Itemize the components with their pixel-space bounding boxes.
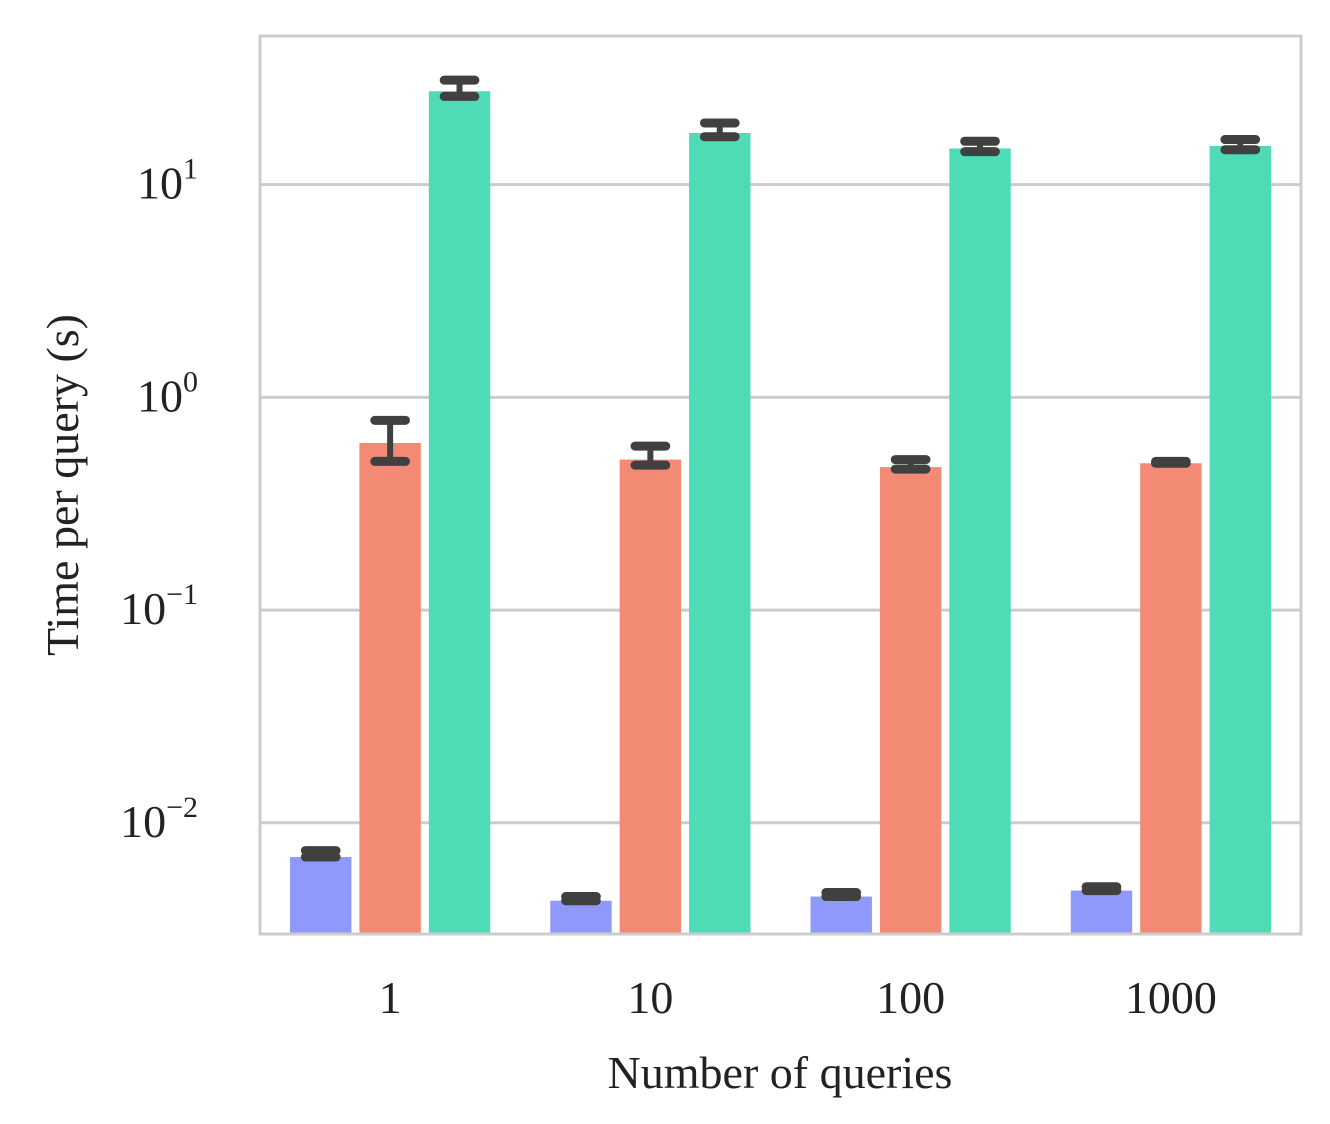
plot-frame [258, 34, 1303, 936]
x-tick-labels: 1 10 100 1000 [379, 972, 1217, 1023]
bar [810, 896, 872, 934]
y-tick-label: 100 [137, 365, 198, 421]
bar [879, 467, 942, 934]
y-axis-label: Time per query (s) [37, 314, 88, 656]
y-tick-label: 101 [137, 153, 198, 209]
bar [428, 91, 491, 934]
bar [689, 132, 751, 935]
bar [619, 459, 682, 934]
bar [1070, 890, 1133, 934]
bar [550, 900, 612, 934]
error-bars [300, 75, 1261, 906]
bar [359, 443, 421, 934]
bar [1209, 145, 1271, 934]
bar [949, 148, 1011, 934]
y-tick-labels: 10−2 10−1 100 101 [120, 153, 198, 847]
x-tick-label: 10 [627, 972, 673, 1023]
x-tick-label: 100 [876, 972, 945, 1023]
y-tick-label: 10−2 [120, 791, 198, 847]
bar [290, 857, 352, 934]
bar [1140, 463, 1202, 934]
y-tick-label: 10−1 [120, 578, 198, 634]
x-axis-label: Number of queries [608, 1047, 953, 1098]
bars [290, 91, 1271, 935]
x-tick-label: 1 [379, 972, 402, 1023]
x-tick-label: 1000 [1125, 972, 1217, 1023]
